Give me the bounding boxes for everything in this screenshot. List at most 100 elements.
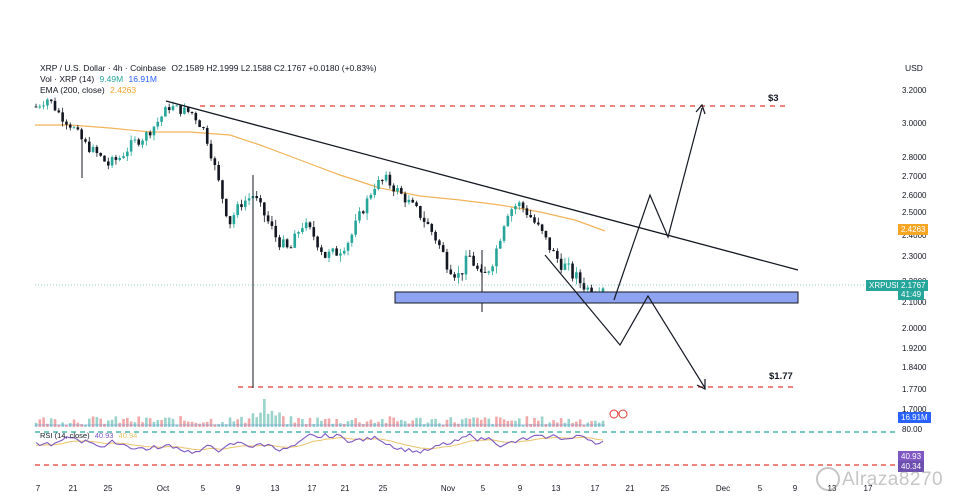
- ema-legend[interactable]: EMA (200, close) 2.4263: [40, 85, 136, 95]
- candle-body: [179, 105, 182, 114]
- candle-body: [483, 271, 487, 273]
- volume-bar: [403, 421, 407, 427]
- price-axis[interactable]: 3.2000 3.0000 2.8000 2.7000 2.6000 2.5000 2.40…: [902, 86, 927, 414]
- volume-bar: [506, 420, 510, 427]
- target-up-label: $3: [768, 93, 779, 104]
- volume-bar: [510, 420, 513, 427]
- volume-bar: [95, 417, 99, 427]
- volume-bar: [594, 420, 597, 427]
- candle-body: [582, 283, 586, 290]
- volume-bar: [205, 421, 209, 427]
- candle-body: [282, 239, 285, 248]
- volume-bar: [578, 419, 582, 427]
- bearish-projection-arrow: [544, 254, 706, 389]
- ema-line: [35, 124, 606, 232]
- candle-body: [377, 179, 380, 189]
- rsi-tag-2: 40.34: [898, 461, 925, 472]
- candle-body: [65, 121, 68, 125]
- candle-body: [183, 107, 186, 114]
- y-tick-label: 3.0000: [902, 119, 927, 128]
- volume-bar: [53, 419, 57, 427]
- y-tick-label: 2.5000: [902, 208, 927, 217]
- candle-body: [308, 222, 312, 228]
- volume-bar: [327, 418, 331, 427]
- x-tick-label: 9: [518, 484, 523, 493]
- rsi-legend[interactable]: RSI (14, close) 40.93 40.94: [40, 431, 137, 440]
- y-tick-label: 2.3000: [902, 252, 927, 261]
- candle-body: [361, 211, 365, 214]
- volume-bar: [575, 421, 578, 427]
- candle-body: [80, 129, 83, 140]
- candle-body: [278, 237, 281, 248]
- candle-body: [419, 206, 422, 218]
- y-tick-label: 1.7700: [902, 385, 927, 394]
- candle-body: [563, 263, 567, 270]
- candle-body: [449, 269, 453, 275]
- candle-body: [53, 101, 57, 111]
- candle-body: [384, 174, 388, 181]
- volume-bar: [377, 421, 380, 427]
- volume-bar: [236, 419, 239, 427]
- candle-body: [514, 206, 517, 210]
- volume-bar: [129, 421, 133, 427]
- volume-bar: [110, 419, 114, 427]
- y-tick-label: 2.4000: [902, 231, 927, 240]
- candle-body: [533, 217, 536, 223]
- volume-bars: [34, 399, 605, 427]
- candle-body: [438, 240, 441, 246]
- volume-bar: [537, 420, 540, 427]
- x-tick-label: 25: [379, 484, 388, 493]
- volume-bar: [164, 417, 167, 427]
- volume-bar: [103, 423, 106, 427]
- volume-legend[interactable]: Vol · XRP (14) 9.49M 16.91M: [40, 74, 157, 84]
- candle-body: [221, 180, 224, 199]
- volume-bar: [479, 419, 483, 427]
- volume-bar: [316, 417, 319, 427]
- candle-body: [430, 224, 434, 232]
- volume-bar: [65, 424, 68, 427]
- volume-bar: [251, 413, 255, 427]
- volume-bar: [72, 419, 76, 427]
- candle-body: [293, 233, 297, 248]
- candle-body: [236, 204, 239, 216]
- candle-body: [137, 139, 141, 145]
- candle-body: [556, 251, 559, 259]
- volume-bar: [361, 423, 365, 427]
- candle-body: [529, 215, 532, 218]
- volume-bar: [190, 421, 194, 427]
- volume-bar: [240, 416, 243, 427]
- time-axis[interactable]: 7 21 25 Oct 5 9 13 17 21 25 Nov 5 9 13 17 21 25 Dec 5 9 13 17: [36, 484, 873, 493]
- volume-bar: [126, 417, 129, 427]
- volume-bar: [49, 418, 53, 427]
- candle-body: [107, 161, 110, 166]
- volume-bar: [224, 424, 228, 427]
- candle-body: [327, 251, 331, 258]
- candle-body: [167, 107, 171, 111]
- candle-body: [369, 194, 373, 199]
- volume-bar: [221, 422, 224, 427]
- candle-body: [331, 248, 335, 252]
- volume-bar: [133, 422, 137, 427]
- candle-body: [259, 198, 262, 203]
- volume-bar: [209, 418, 213, 427]
- candle-body: [559, 258, 563, 270]
- volume-bar: [369, 419, 373, 427]
- volume-bar: [380, 419, 384, 427]
- candle-body: [68, 124, 72, 128]
- volume-bar: [415, 417, 418, 427]
- candle-body: [544, 230, 548, 238]
- volume-bar: [122, 418, 125, 427]
- volume-bar: [137, 416, 141, 427]
- rsi-line: [35, 432, 604, 455]
- symbol-header[interactable]: XRP / U.S. Dollar · 4h · Coinbase O2.158…: [40, 63, 376, 73]
- currency-label[interactable]: USD: [905, 63, 923, 73]
- candle-body: [156, 121, 160, 127]
- candle-body: [498, 240, 502, 249]
- volume-bar: [342, 423, 346, 427]
- candle-body: [72, 127, 76, 129]
- bullish-projection-arrow: [613, 107, 703, 301]
- candle-body: [578, 272, 582, 284]
- candle-body: [118, 158, 122, 160]
- volume-bar: [525, 416, 529, 427]
